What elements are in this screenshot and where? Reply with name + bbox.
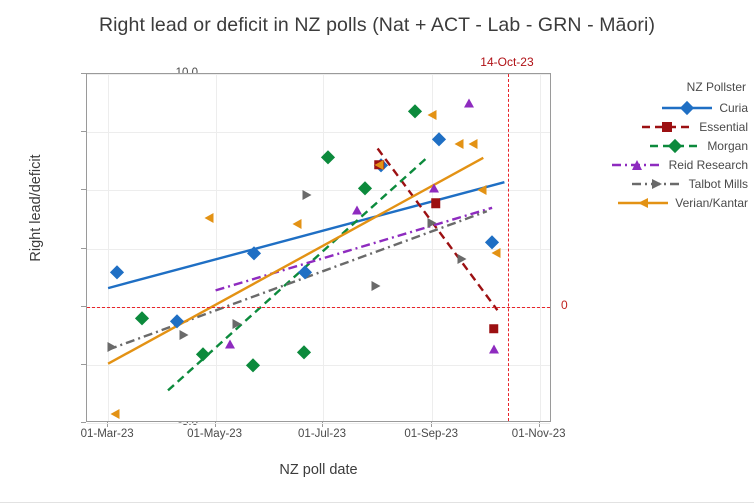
- chart-title: Right lead or deficit in NZ polls (Nat +…: [98, 14, 656, 36]
- zero-reference-line: [87, 306, 550, 308]
- data-point: [110, 408, 120, 419]
- x-tick-mark: [538, 422, 540, 427]
- data-point: [224, 339, 235, 349]
- gridline-vertical: [108, 74, 110, 421]
- legend-label: Verian/Kantar: [675, 195, 748, 210]
- gridline-horizontal: [87, 364, 550, 366]
- gridline-vertical: [539, 74, 541, 421]
- x-tick-mark: [214, 422, 216, 427]
- y-tick-mark: [81, 73, 86, 74]
- legend-label: Morgan: [707, 138, 748, 153]
- gridline-vertical: [323, 74, 324, 421]
- legend-marker-talbot-mills-icon: [651, 178, 662, 189]
- legend-entry-verian-kantar[interactable]: Verian/Kantar: [596, 193, 748, 212]
- legend: NZ Pollster Curia Essential Morgan Reid Res…: [596, 80, 748, 212]
- gridline-horizontal: [87, 74, 550, 75]
- x-tick-label: 01-Mar-23: [80, 428, 134, 440]
- legend-key-talbot-mills: [631, 177, 683, 191]
- trend-line-verian-kantar: [107, 156, 484, 365]
- legend-key-essential: [641, 120, 693, 134]
- data-point: [427, 109, 437, 120]
- x-tick-mark: [322, 422, 324, 427]
- data-point: [464, 98, 475, 108]
- legend-label: Talbot Mills: [688, 176, 748, 191]
- election-date-label: 14-Oct-23: [480, 55, 534, 69]
- data-point: [429, 183, 439, 193]
- data-point: [292, 219, 302, 230]
- data-point: [204, 213, 213, 224]
- x-tick-label: 01-May-23: [187, 428, 243, 440]
- data-point: [107, 342, 117, 353]
- trend-lines: [107, 147, 505, 392]
- legend-entry-curia[interactable]: Curia: [596, 98, 748, 117]
- data-point: [491, 248, 501, 259]
- legend-label: Essential: [699, 119, 748, 134]
- data-point: [431, 198, 441, 208]
- data-point: [457, 254, 467, 264]
- data-point: [374, 159, 384, 170]
- y-tick-mark: [81, 363, 86, 365]
- legend-marker-reid-research-icon: [631, 159, 642, 170]
- data-point: [232, 319, 242, 330]
- legend-entry-morgan[interactable]: Morgan: [596, 136, 748, 155]
- trend-line-talbot-mills: [107, 210, 488, 351]
- legend-entry-essential[interactable]: Essential: [596, 117, 748, 136]
- plot-area: [86, 73, 551, 424]
- data-point: [454, 138, 464, 149]
- data-point: [488, 344, 499, 353]
- legend-key-curia: [661, 100, 713, 115]
- legend-label: Curia: [719, 100, 748, 115]
- legend-marker-verian-kantar-icon: [638, 197, 649, 208]
- y-tick-mark: [81, 422, 86, 423]
- election-date-line: [508, 74, 509, 421]
- gridline-horizontal: [87, 190, 550, 192]
- y-tick-mark: [81, 305, 86, 307]
- legend-entry-talbot-mills[interactable]: Talbot Mills: [596, 174, 748, 193]
- legend-marker-essential-icon: [662, 121, 673, 132]
- data-point: [468, 138, 478, 149]
- gridline-horizontal: [87, 423, 550, 424]
- y-axis-label: Right lead/deficit: [28, 154, 44, 262]
- trend-line-essential: [376, 147, 499, 311]
- legend-label: Reid Research: [668, 157, 748, 172]
- y-tick-mark: [81, 189, 86, 191]
- x-tick-label: 01-Nov-23: [511, 428, 566, 440]
- zero-line-label: 0: [561, 297, 568, 312]
- legend-entries: Curia Essential Morgan Reid Research Talbot …: [596, 98, 748, 212]
- data-point: [427, 217, 437, 228]
- y-tick-mark: [81, 247, 86, 249]
- legend-key-reid-research: [611, 158, 663, 172]
- gridline-horizontal: [87, 132, 550, 134]
- x-tick-mark: [431, 422, 433, 427]
- data-point: [351, 205, 362, 215]
- data-point: [302, 190, 312, 200]
- legend-title: NZ Pollster: [686, 80, 746, 94]
- x-tick-mark: [107, 422, 109, 427]
- data-point: [489, 324, 499, 334]
- y-tick-mark: [81, 131, 86, 133]
- x-axis-label: NZ poll date: [279, 462, 358, 478]
- legend-key-morgan: [649, 138, 701, 153]
- data-point: [477, 185, 486, 196]
- gridline-vertical: [432, 74, 434, 421]
- legend-entry-reid-research[interactable]: Reid Research: [596, 155, 748, 174]
- gridline-vertical: [215, 74, 217, 421]
- legend-key-verian-kantar: [617, 196, 669, 210]
- data-point: [371, 280, 381, 291]
- data-point: [179, 329, 189, 340]
- trend-line-morgan: [167, 156, 428, 392]
- x-tick-label: 01-Sep-23: [404, 428, 459, 440]
- x-tick-label: 01-Jul-23: [298, 428, 346, 440]
